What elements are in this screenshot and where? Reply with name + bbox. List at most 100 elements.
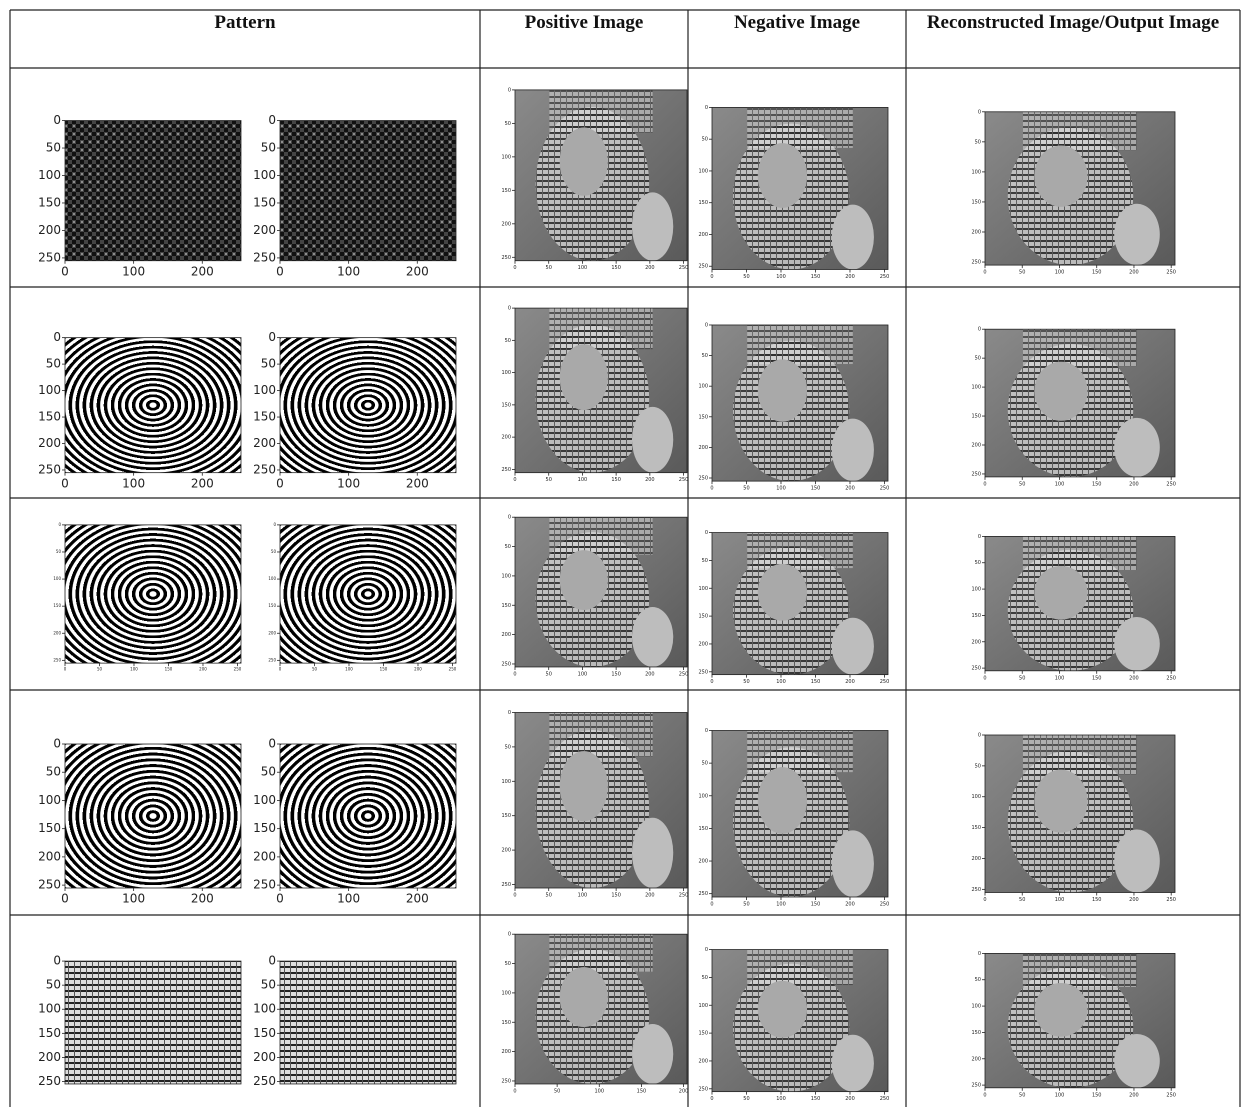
x-tick-label: 100	[1055, 1092, 1065, 1098]
y-tick-label: 250	[38, 1074, 61, 1088]
x-tick-label: 200	[845, 274, 855, 280]
y-tick-label: 0	[705, 322, 708, 328]
x-tick-label: 100	[776, 679, 786, 685]
photo-hand	[632, 1024, 673, 1084]
pattern-image	[280, 338, 456, 473]
y-tick-label: 200	[971, 229, 981, 235]
y-tick-label: 50	[46, 765, 61, 779]
photo-hand	[1114, 830, 1160, 893]
y-tick-label: 50	[505, 961, 511, 967]
x-tick-label: 100	[776, 486, 786, 492]
x-tick-label: 0	[276, 476, 284, 490]
x-tick-label: 50	[546, 671, 552, 677]
y-tick-label: 200	[38, 1050, 61, 1064]
photo-face	[560, 127, 608, 195]
x-tick-label: 100	[1055, 481, 1065, 487]
y-tick-label: 250	[698, 475, 708, 481]
x-tick-label: 200	[645, 893, 655, 899]
y-tick-label: 100	[971, 587, 981, 593]
y-tick-label: 100	[698, 793, 708, 799]
x-tick-label: 200	[191, 264, 214, 278]
x-tick-label: 200	[199, 667, 207, 672]
y-tick-label: 250	[253, 878, 276, 892]
y-tick-label: 250	[501, 255, 511, 261]
y-tick-label: 0	[705, 728, 708, 734]
y-tick-label: 250	[53, 657, 61, 662]
x-tick-label: 250	[1166, 481, 1176, 487]
y-tick-label: 100	[698, 586, 708, 592]
x-tick-label: 250	[1166, 1092, 1176, 1098]
x-tick-label: 250	[880, 486, 890, 492]
y-tick-label: 0	[53, 330, 61, 344]
x-tick-label: 50	[554, 1088, 560, 1094]
y-tick-label: 200	[698, 232, 708, 238]
x-tick-label: 50	[312, 667, 318, 672]
y-tick-label: 150	[501, 1020, 511, 1026]
pattern-image	[65, 121, 241, 261]
image-plot: 050100150200250050100150200250	[971, 109, 1176, 275]
pattern-plot: 050100150200250050100150200250	[53, 522, 241, 672]
y-tick-label: 250	[38, 250, 61, 264]
y-tick-label: 50	[702, 975, 708, 981]
x-tick-label: 200	[406, 892, 429, 906]
photo-face	[560, 550, 608, 610]
y-tick-label: 200	[698, 1058, 708, 1064]
image-plot: 050100150200250050100150200250	[971, 534, 1176, 681]
y-tick-label: 0	[705, 105, 708, 111]
x-tick-label: 0	[710, 486, 713, 492]
y-tick-label: 50	[975, 139, 981, 145]
y-tick-label: 150	[501, 188, 511, 194]
y-tick-label: 0	[508, 710, 511, 716]
x-tick-label: 200	[1129, 1092, 1139, 1098]
y-tick-label: 50	[702, 353, 708, 359]
y-tick-label: 0	[273, 522, 276, 527]
photo-hand	[632, 607, 673, 667]
x-tick-label: 250	[449, 667, 457, 672]
x-tick-label: 100	[578, 671, 588, 677]
photo-face	[1034, 566, 1087, 620]
y-tick-label: 200	[698, 859, 708, 865]
y-tick-label: 100	[698, 1003, 708, 1009]
y-tick-label: 150	[38, 821, 61, 835]
x-tick-label: 50	[743, 902, 749, 908]
x-tick-label: 200	[645, 671, 655, 677]
y-tick-label: 50	[46, 141, 61, 155]
y-tick-label: 100	[501, 370, 511, 376]
y-tick-label: 100	[38, 168, 61, 182]
x-tick-label: 150	[811, 902, 821, 908]
pattern-image	[280, 121, 456, 261]
y-tick-label: 50	[975, 977, 981, 983]
y-tick-label: 0	[268, 954, 276, 968]
y-tick-label: 50	[702, 137, 708, 143]
x-tick-label: 200	[1129, 481, 1139, 487]
y-tick-label: 150	[253, 195, 276, 209]
y-tick-label: 50	[56, 549, 62, 554]
x-tick-label: 150	[611, 477, 621, 483]
x-tick-label: 100	[578, 893, 588, 899]
image-plot: 050100150200250050100150200250	[501, 710, 688, 899]
x-tick-label: 50	[743, 274, 749, 280]
x-tick-label: 0	[710, 679, 713, 685]
y-tick-label: 100	[501, 990, 511, 996]
x-tick-label: 50	[97, 667, 103, 672]
y-tick-label: 50	[702, 761, 708, 767]
x-tick-label: 50	[546, 893, 552, 899]
y-tick-label: 150	[971, 613, 981, 619]
header-cell: Pattern	[10, 10, 480, 68]
y-tick-label: 0	[978, 951, 981, 957]
x-tick-label: 200	[191, 892, 214, 906]
x-tick-label: 200	[845, 1096, 855, 1102]
x-tick-label: 0	[513, 477, 516, 483]
y-tick-label: 200	[38, 436, 61, 450]
x-tick-label: 100	[122, 264, 145, 278]
y-tick-label: 200	[501, 632, 511, 638]
x-tick-label: 0	[983, 270, 986, 276]
y-tick-label: 200	[971, 442, 981, 448]
photo-face	[1034, 770, 1087, 833]
y-tick-label: 150	[698, 1031, 708, 1037]
y-tick-label: 50	[271, 549, 277, 554]
photo-hand	[632, 818, 673, 888]
pattern-image	[280, 744, 456, 888]
